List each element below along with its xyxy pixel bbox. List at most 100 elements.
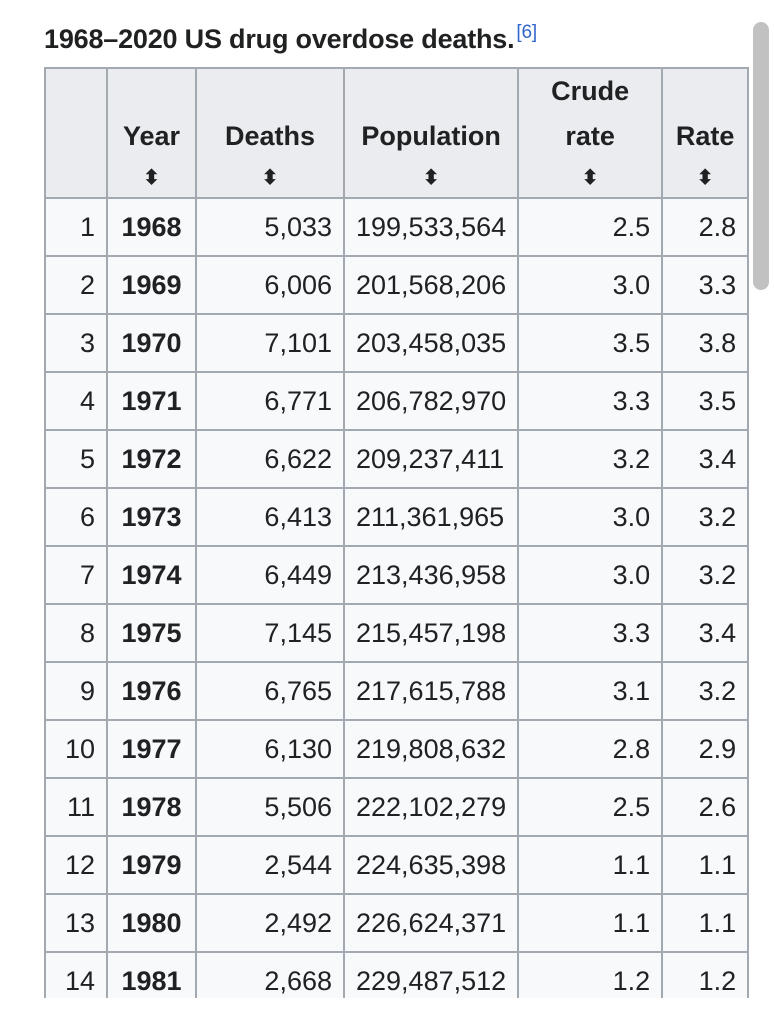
overdose-deaths-table: Year ⬍ Deaths ⬍ Population ⬍ Crude rate … (44, 67, 750, 998)
cell-crude-rate: 3.3 (517, 603, 664, 663)
column-header-label: Year (122, 121, 181, 151)
cell-deaths: 2,668 (195, 951, 345, 998)
cell-deaths: 6,006 (195, 255, 345, 315)
cell-year: 1976 (106, 661, 197, 721)
sort-updown-icon[interactable]: ⬍ (143, 167, 160, 189)
cell-crude-rate: 3.1 (517, 661, 664, 721)
cell-rate: 3.4 (661, 429, 750, 489)
cell-crude-rate: 1.1 (517, 893, 664, 953)
column-header-label: Rate (675, 121, 735, 151)
cell-index: 11 (44, 777, 108, 837)
cell-year: 1973 (106, 487, 197, 547)
cell-population: 219,808,632 (342, 719, 520, 779)
cell-rate: 3.3 (661, 255, 750, 315)
cell-population: 199,533,564 (342, 197, 520, 257)
table-row: 3 1970 7,101 203,458,035 3.5 3.8 (44, 313, 750, 373)
cell-year: 1981 (106, 951, 197, 998)
cell-population: 206,782,970 (342, 371, 520, 431)
sort-updown-icon[interactable]: ⬍ (696, 167, 714, 189)
cell-population: 224,635,398 (342, 835, 520, 895)
cell-year: 1975 (106, 603, 197, 663)
table-body: 1 1968 5,033 199,533,564 2.5 2.8 2 1969 6,006 201… (44, 197, 750, 998)
cell-crude-rate: 3.5 (517, 313, 664, 373)
column-header-label: Deaths (224, 121, 316, 151)
cell-index: 8 (44, 603, 108, 663)
cell-year: 1970 (106, 313, 197, 373)
cell-rate: 3.2 (661, 545, 750, 605)
cell-year: 1969 (106, 255, 197, 315)
page-viewport: 1968–2020 US drug overdose deaths. [6] Ye… (44, 22, 750, 998)
scrollbar-thumb[interactable] (753, 22, 769, 290)
cell-rate: 3.2 (661, 487, 750, 547)
cell-population: 215,457,198 (342, 603, 520, 663)
column-header-crude-rate[interactable]: Crude rate ⬍ (517, 67, 664, 199)
cell-rate: 3.2 (661, 661, 750, 721)
cell-crude-rate: 3.0 (517, 487, 664, 547)
table-row: 5 1972 6,622 209,237,411 3.2 3.4 (44, 429, 750, 489)
cell-crude-rate: 3.0 (517, 545, 664, 605)
cell-crude-rate: 2.5 (517, 777, 664, 837)
column-header-rate[interactable]: Rate ⬍ (661, 67, 750, 199)
cell-deaths: 6,413 (195, 487, 345, 547)
cell-rate: 2.9 (661, 719, 750, 779)
cell-population: 222,102,279 (342, 777, 520, 837)
cell-index: 4 (44, 371, 108, 431)
cell-crude-rate: 1.2 (517, 951, 664, 998)
table-row: 14 1981 2,668 229,487,512 1.2 1.2 (44, 951, 750, 998)
cell-deaths: 2,492 (195, 893, 345, 953)
cell-year: 1978 (106, 777, 197, 837)
table-row: 9 1976 6,765 217,615,788 3.1 3.2 (44, 661, 750, 721)
cell-deaths: 6,449 (195, 545, 345, 605)
cell-population: 213,436,958 (342, 545, 520, 605)
sort-updown-icon[interactable]: ⬍ (261, 167, 279, 189)
table-row: 2 1969 6,006 201,568,206 3.0 3.3 (44, 255, 750, 315)
cell-crude-rate: 3.2 (517, 429, 664, 489)
table-header-row: Year ⬍ Deaths ⬍ Population ⬍ Crude rate … (44, 67, 750, 199)
cell-deaths: 7,145 (195, 603, 345, 663)
column-header-deaths[interactable]: Deaths ⬍ (195, 67, 345, 199)
cell-deaths: 6,771 (195, 371, 345, 431)
cell-crude-rate: 2.8 (517, 719, 664, 779)
column-header-population[interactable]: Population ⬍ (342, 67, 520, 199)
cell-rate: 3.8 (661, 313, 750, 373)
cell-year: 1972 (106, 429, 197, 489)
cell-year: 1979 (106, 835, 197, 895)
cell-crude-rate: 2.5 (517, 197, 664, 257)
table-row: 1 1968 5,033 199,533,564 2.5 2.8 (44, 197, 750, 257)
cell-crude-rate: 3.3 (517, 371, 664, 431)
cell-deaths: 6,765 (195, 661, 345, 721)
cell-index: 1 (44, 197, 108, 257)
cell-rate: 3.4 (661, 603, 750, 663)
sort-updown-icon[interactable]: ⬍ (422, 167, 440, 189)
cell-crude-rate: 1.1 (517, 835, 664, 895)
cell-crude-rate: 3.0 (517, 255, 664, 315)
sort-updown-icon[interactable]: ⬍ (581, 167, 599, 189)
cell-population: 203,458,035 (342, 313, 520, 373)
column-header-label: Crude rate (551, 76, 630, 151)
cell-index: 7 (44, 545, 108, 605)
table-row: 4 1971 6,771 206,782,970 3.3 3.5 (44, 371, 750, 431)
cell-year: 1971 (106, 371, 197, 431)
column-header-year[interactable]: Year ⬍ (106, 67, 197, 199)
cell-deaths: 5,033 (195, 197, 345, 257)
cell-index: 3 (44, 313, 108, 373)
cell-rate: 1.1 (661, 835, 750, 895)
table-row: 6 1973 6,413 211,361,965 3.0 3.2 (44, 487, 750, 547)
cell-deaths: 6,130 (195, 719, 345, 779)
cell-deaths: 6,622 (195, 429, 345, 489)
table-row: 10 1977 6,130 219,808,632 2.8 2.9 (44, 719, 750, 779)
cell-population: 209,237,411 (342, 429, 520, 489)
cell-index: 10 (44, 719, 108, 779)
table-row: 11 1978 5,506 222,102,279 2.5 2.6 (44, 777, 750, 837)
cell-population: 229,487,512 (342, 951, 520, 998)
cell-index: 14 (44, 951, 108, 998)
table-row: 7 1974 6,449 213,436,958 3.0 3.2 (44, 545, 750, 605)
cell-year: 1968 (106, 197, 197, 257)
column-header-label: Population (361, 121, 501, 151)
cell-year: 1977 (106, 719, 197, 779)
cell-year: 1980 (106, 893, 197, 953)
cell-index: 9 (44, 661, 108, 721)
cell-deaths: 5,506 (195, 777, 345, 837)
citation-link[interactable]: [6] (516, 22, 537, 43)
cell-index: 13 (44, 893, 108, 953)
